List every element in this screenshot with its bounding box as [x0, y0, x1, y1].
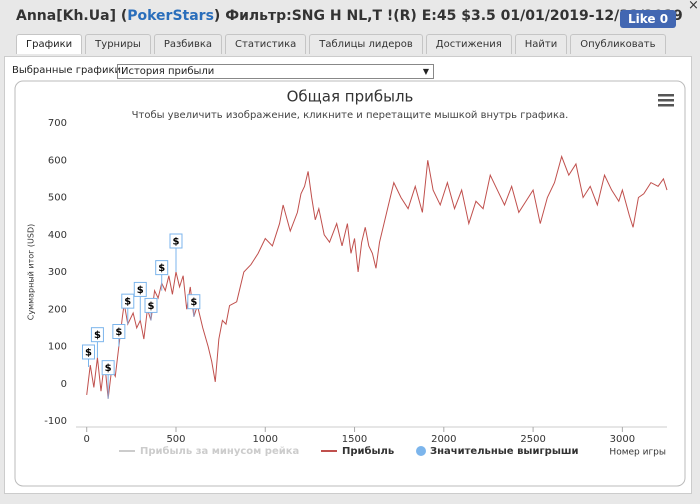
- big-win-marker: [144, 297, 158, 313]
- big-win-label: $: [94, 330, 101, 341]
- x-tick-label: 500: [166, 434, 185, 445]
- y-tick-label: 0: [61, 379, 67, 390]
- selector-label: Выбранные графики:: [12, 65, 125, 76]
- big-win-label: $: [105, 363, 112, 374]
- big-win-flag: $: [121, 293, 135, 325]
- tab[interactable]: Графики: [16, 34, 83, 54]
- big-win-label: $: [124, 297, 131, 308]
- x-axis-label: Номер игры: [609, 448, 666, 458]
- close-button[interactable]: ×: [688, 0, 699, 13]
- tab[interactable]: Таблицы лидеров: [309, 34, 423, 54]
- big-win-label: $: [115, 327, 122, 338]
- tab[interactable]: Разбивка: [153, 34, 223, 54]
- big-win-marker: [133, 281, 147, 297]
- site-link[interactable]: PokerStars: [127, 8, 214, 24]
- big-win-marker: [90, 327, 104, 343]
- tab[interactable]: Достижения: [425, 34, 512, 54]
- x-tick-label: 1000: [253, 434, 278, 445]
- x-tick-label: 3000: [610, 434, 635, 445]
- chart-subtitle: Чтобы увеличить изображение, кликните и …: [132, 110, 569, 121]
- tab[interactable]: Найти: [514, 34, 568, 54]
- x-tick-label: 2000: [431, 434, 456, 445]
- y-tick-label: 100: [48, 342, 67, 353]
- tabs: Графики Турниры Разбивка Статистика Таблицы …: [16, 34, 666, 54]
- like-button[interactable]: Like 0: [620, 10, 677, 28]
- y-tick-label: 700: [48, 118, 67, 129]
- selector[interactable]: История прибыли ▼: [117, 64, 434, 79]
- x-tick-label: 2500: [520, 434, 545, 445]
- big-win-flag: $: [144, 297, 158, 321]
- chart-title: Общая прибыль: [287, 88, 414, 106]
- big-win-label: $: [158, 263, 165, 274]
- legend-entry[interactable]: Прибыль: [342, 445, 394, 457]
- y-tick-label: 300: [48, 267, 67, 278]
- selector-value: История прибыли: [121, 66, 215, 77]
- x-tick-label: 1500: [342, 434, 367, 445]
- dropdown-arrow: ▼: [422, 67, 429, 76]
- big-win-label: $: [85, 347, 92, 358]
- big-win-marker: [155, 260, 169, 276]
- legend-entry[interactable]: Значительные выигрыши: [430, 446, 579, 457]
- big-win-flag: $: [81, 344, 95, 367]
- y-tick-label: 500: [48, 193, 67, 204]
- big-win-label: $: [137, 285, 144, 296]
- tab[interactable]: Статистика: [225, 34, 307, 54]
- big-win-marker: [169, 233, 183, 249]
- x-tick-label: 0: [84, 434, 90, 445]
- big-win-flag: $: [112, 324, 126, 347]
- big-win-flag: $: [155, 260, 169, 291]
- y-tick-label: 400: [48, 230, 67, 241]
- y-axis-label: Суммарный итог (USD): [27, 224, 36, 321]
- big-win-label: $: [173, 237, 180, 248]
- player: Anna[Kh.Ua] (: [16, 8, 128, 24]
- big-win-marker: [101, 360, 115, 376]
- filter: ) Фильтр:SNG H NL,T !(R) E:45 $3.5 01/01…: [213, 8, 683, 24]
- header: Anna[Kh.Ua] (PokerStars) Фильтр:SNG H NL…: [16, 8, 683, 24]
- tab[interactable]: Турниры: [85, 34, 151, 54]
- big-win-flag: $: [169, 233, 183, 272]
- y-tick-label: 600: [48, 155, 67, 166]
- big-win-marker: [81, 344, 95, 360]
- menu-icon[interactable]: [658, 94, 674, 107]
- legend-entry[interactable]: Прибыль за минусом рейка: [140, 445, 299, 457]
- big-win-flag: $: [187, 294, 201, 317]
- big-win-label: $: [148, 301, 155, 312]
- big-win-marker: [121, 293, 135, 309]
- y-tick-label: 200: [48, 304, 67, 315]
- big-win-flag: $: [133, 281, 147, 321]
- big-win-label: $: [190, 297, 197, 308]
- big-win-flag: $: [90, 327, 104, 358]
- legend-symbol: [416, 446, 426, 456]
- big-win-marker: [187, 294, 201, 310]
- big-win-marker: [112, 324, 126, 339]
- tab[interactable]: Опубликовать: [570, 34, 666, 54]
- chart-frame: [14, 80, 686, 487]
- y-tick-label: -100: [44, 416, 67, 427]
- big-win-flag: $: [101, 360, 115, 399]
